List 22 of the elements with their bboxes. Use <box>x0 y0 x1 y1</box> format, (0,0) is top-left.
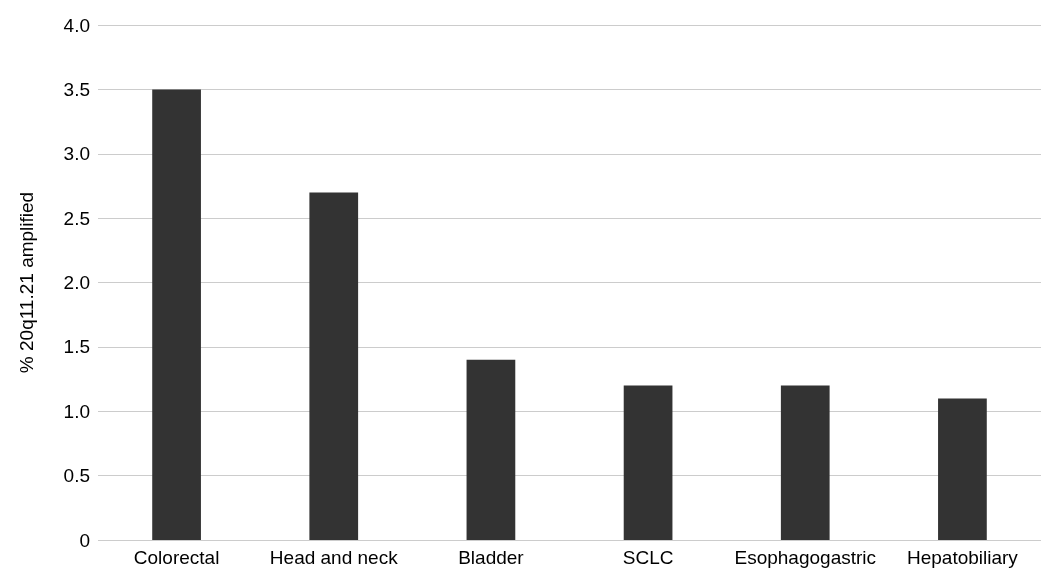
x-tick-label: Hepatobiliary <box>906 547 1019 568</box>
y-tick-label: 0.5 <box>63 465 90 487</box>
bar <box>152 89 201 540</box>
x-tick-label: Bladder <box>458 547 525 568</box>
y-tick-label: 2.5 <box>63 207 90 229</box>
bar <box>938 398 987 540</box>
y-tick-label: 2.0 <box>63 272 90 293</box>
y-tick-label: 3.0 <box>63 143 90 165</box>
y-axis-title: % 20q11.21 amplified <box>16 191 37 374</box>
y-tick-label: 0 <box>79 529 90 551</box>
x-tick-label: Colorectal <box>133 547 220 568</box>
y-tick-label: 3.5 <box>63 78 90 100</box>
x-tick-label: Head and neck <box>269 547 399 568</box>
bar <box>466 359 516 540</box>
bar <box>623 385 673 540</box>
bar <box>309 192 359 540</box>
y-tick-label: 1.0 <box>63 400 90 422</box>
bar <box>780 385 830 540</box>
x-tick-label: SCLC <box>622 547 674 568</box>
y-tick-label: 4.0 <box>63 14 90 36</box>
x-tick-label: Esophagogastric <box>734 547 877 568</box>
y-tick-label: 1.5 <box>63 336 90 358</box>
